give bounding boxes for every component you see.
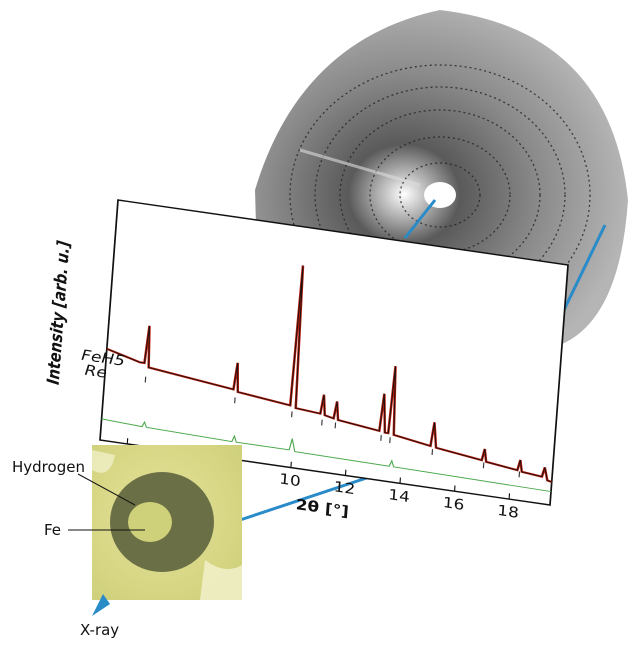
xray-label: X-ray [80, 621, 119, 639]
phase-label: Re [84, 361, 108, 382]
xray-arrow [92, 594, 110, 616]
reflection-ticks [144, 376, 521, 478]
x-tick-label: 12 [333, 478, 356, 498]
micrograph [92, 445, 242, 600]
x-tick-label: 16 [442, 493, 465, 513]
hydrogen-label: Hydrogen [12, 458, 85, 476]
x-tick-label: 14 [388, 485, 411, 505]
plot-frame [99, 199, 569, 506]
x-tick-label: 10 [279, 470, 302, 490]
y-axis-label: Intensity [arb. u.] [43, 239, 74, 386]
fit-curve [106, 265, 552, 483]
label-leaders [68, 473, 145, 531]
fe-label: Fe [44, 521, 61, 539]
x-tick-label: 18 [497, 501, 520, 521]
phase-label: FeH5 [81, 346, 126, 370]
x-axis-label: 2θ [°] [295, 495, 349, 520]
difference-curve [101, 418, 552, 493]
